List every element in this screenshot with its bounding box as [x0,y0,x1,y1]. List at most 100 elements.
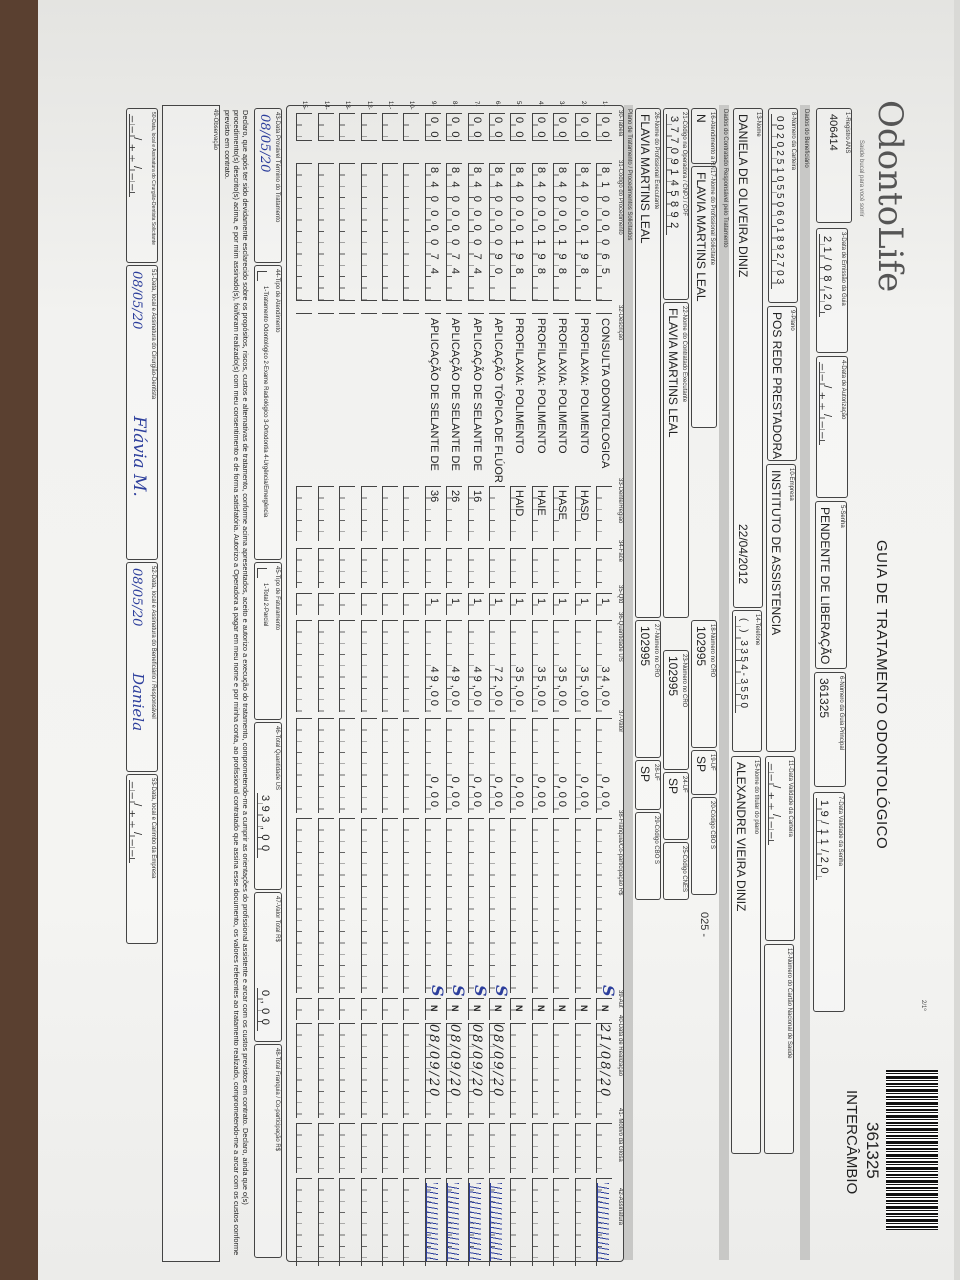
label: 6-Número da Guia Principal [838,676,844,751]
page-mark: 2/1º [920,1000,926,1011]
field-profissional-executante[interactable]: 26-Nome do Profissional Executante FLAVIA… [635,108,661,618]
value: 37709145892 [666,114,681,235]
field-uf-contratado[interactable]: 24-UF SP [663,772,689,840]
field-numero-carteira[interactable]: 8-Número da Carteira 00202510550601892703 [768,108,798,303]
field-tipo-atendimento[interactable]: 44-Tipo de Atendimento 1-Tratamento Odont… [254,265,282,560]
label: 51-Data, local e Assinatura do Cirurgião… [150,269,156,400]
field-plano[interactable]: 9-Plano POS REDE PRESTADORA [767,306,797,461]
value: 1-Tratamento Odontológico 2-Exame Radiol… [262,286,268,518]
value: FLAVIA MARTINS LEAL [638,114,652,244]
label: 50-Data, local e Assinatura do Cirurgião… [150,112,156,245]
value: ALEXANDRE VIEIRA DINIZ [734,762,748,912]
section-label: Plano de Tratamento / Procedimentos Soli… [626,109,632,241]
value: 0,00 [257,988,272,1032]
field-uf-solicitante[interactable]: 19-UF SP [691,750,717,795]
value: N [694,114,708,123]
label: 8-Número da Carteira [790,112,796,171]
label: 48-Total Franquia / Co-participação R$ [274,1048,280,1152]
label: 15-Nome do titular do plano [753,760,759,835]
value: 21/08/20 [819,234,834,317]
field-guia-principal[interactable]: 6-Número da Guia Principal 361325 [814,672,846,787]
field-validade-carteira[interactable]: 11-Data Validade da Carteira __/__/__ [765,756,795,941]
page-title: GUIA DE TRATAMENTO ODONTOLÓGICO [873,540,890,850]
label: 19-UF [709,754,715,771]
label: 4-Data de Autorização [840,360,846,420]
field-nome-titular[interactable]: 15-Nome do titular do plano ALEXANDRE VIE… [731,756,761,1154]
field-empresa[interactable]: 10-Empresa INSTITUTO DE ASSISTENCIA [766,464,796,752]
field-tipo-faturamento[interactable]: 45-Tipo de Faturamento 1-Total 2-Parcial [254,562,282,720]
label: 16-Atendimento a RN [709,112,715,170]
label: 52-Data, local e Assinatura do Beneficiá… [150,566,156,719]
value: DANIELA DE OLIVEIRA DINIZ [736,114,750,278]
field-total-us[interactable]: 46-Total Quantidade US 393,00 [254,722,282,890]
checkbox[interactable] [257,271,267,281]
field-telefone[interactable]: 14-Telefone ( ) 3354-3550 [732,610,762,752]
checkbox[interactable] [257,568,267,578]
field-total-franquia[interactable]: 48-Total Franquia / Co-participação R$ [254,1044,282,1258]
field-cro-executante[interactable]: 27-Número no CRO 102995 [635,620,661,758]
label: 47-Valor Total R$ [274,896,280,942]
field-observacao[interactable]: 49-Observação [162,105,220,1262]
value: 00202510550601892703 [771,114,786,290]
value: 102995 [694,626,708,667]
field-uf-executante[interactable]: 28-UF SP [635,760,661,810]
field-data-autorizacao[interactable]: 4-Data de Autorização __/__/__ [816,356,848,498]
value: 1-Total 2-Parcial [262,583,268,627]
label: 29-Código CBO S [653,816,659,865]
label: 28-UF [653,764,659,781]
value: __/__/__ [129,114,144,197]
field-data-emissao[interactable]: 3-Data de Emissão da Guia 21/08/20 [816,228,848,353]
label: 49-Observação [212,109,218,151]
field-codigo-operadora[interactable]: 21-Código na Operadora / CNPJ / CPF 37709… [663,108,689,300]
label: 12-Número do Cartão Nacional de Saúde [786,948,792,1059]
value: 102995 [638,626,652,667]
signature: Daniela [129,673,147,732]
label: 18-Número no CRO [709,624,715,678]
field-atendimento-rn[interactable]: 16-Atendimento a RN N [691,108,717,170]
label: 24-UF [681,776,687,793]
value: SP [666,778,680,795]
field-validade-senha[interactable]: 7-Data Validade da Senha 19/11/20 [813,792,845,1012]
value: ( ) 3354-3550 [735,616,750,713]
field-senha[interactable]: 5-Senha PENDENTE DE LIBERAÇÃO [815,501,847,669]
label: 25-Código CNES [681,846,687,893]
field-assinatura-solicitante[interactable]: 50-Data, local e Assinatura do Cirurgião… [126,108,158,263]
label: 14-Telefone [754,614,760,646]
section-label: Dados do Contratado Responsável pelo Tra… [722,109,728,248]
field-assinatura-beneficiario[interactable]: 52-Data, local e Assinatura do Beneficiá… [126,562,158,772]
value: 102995 [666,656,680,697]
label: 20-Código CBO S [709,801,715,850]
field-cnes[interactable]: 25-Código CNES [663,842,689,900]
field-cartao-nacional-saude[interactable]: 12-Número do Cartão Nacional de Saúde [764,944,794,1154]
value: PENDENTE DE LIBERAÇÃO [818,507,832,665]
label: 3-Data de Emissão da Guia [840,232,846,306]
field-data-termino[interactable]: 43-Data Provável Término do Tratamento 08… [254,108,282,263]
field-profissional-solicitante[interactable]: 17-Nome do Profissional Solicitante FLAVI… [691,166,717,428]
field-cro-contratado[interactable]: 23-Número no CRO 102995 [663,650,689,770]
value: 393,00 [257,793,272,858]
value: __/__/__ [819,362,834,445]
label: 44-Tipo de Atendimento [274,269,280,333]
value: 08/05/20 [129,568,144,627]
value: SP [638,766,652,783]
field-nome[interactable]: 13-Nome DANIELA DE OLIVEIRA DINIZ 22/04/20… [733,108,763,608]
field-cro-solicitante[interactable]: 18-Número no CRO 102995 [691,620,717,748]
field-registro-ans[interactable]: 1-Registro ANS 406414 [816,108,852,223]
label: 11-Data Validade da Carteira [787,760,793,837]
declaration-text: Declaro, que após ter sido devidamente e… [223,110,250,1256]
guide-type: INTERCÂMBIO [843,1090,860,1195]
field-carimbo-empresa[interactable]: 53-Data, local e Carimbo da Empresa __/__… [126,774,158,944]
barcode-icon [886,1070,938,1230]
field-valor-total[interactable]: 47-Valor Total R$ 0,00 [254,892,282,1042]
paper-edge [954,0,960,1280]
field-contratado-executante[interactable]: 22-Nome do Contratado Executante FLAVIA M… [663,302,689,618]
value: FLAVIA MARTINS LEAL [694,172,708,302]
field-cbo-solicitante[interactable]: 20-Código CBO S [691,797,717,895]
cbo-code: 025 - [698,912,710,938]
field-assinatura-dentista[interactable]: 51-Data, local e Assinatura do Cirurgião… [126,265,158,560]
label: 10-Empresa [788,468,794,501]
field-cbo-executante[interactable]: 29-Código CBO S [635,812,661,900]
birth-date: 22/04/2012 [736,524,750,585]
procedure-table-border [286,105,624,1262]
